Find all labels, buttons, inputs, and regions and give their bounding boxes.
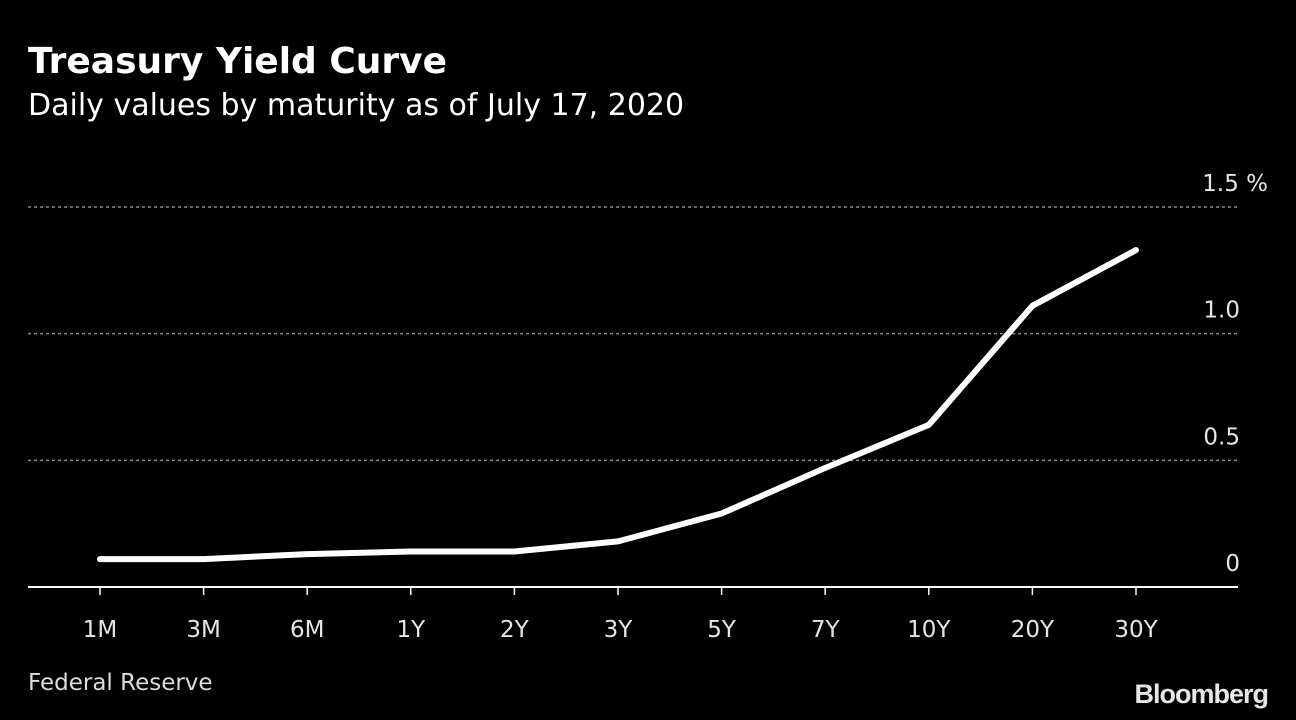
x-tick-labels: 1M 3M 6M 1Y 2Y 3Y 5Y 7Y 10Y 20Y 30Y	[83, 587, 1159, 643]
series-layer	[97, 247, 1139, 563]
x-tick-label: 3Y	[604, 617, 634, 643]
x-tick-label: 20Y	[1011, 617, 1055, 643]
y-tick-label: 1.5 %	[1202, 171, 1268, 197]
x-tick-label: 30Y	[1114, 617, 1158, 643]
y-tick-labels: 0 0.5 1.0 1.5 %	[1202, 171, 1268, 577]
x-tick-label: 10Y	[907, 617, 951, 643]
source-label: Federal Reserve	[28, 670, 213, 696]
y-tick-label: 0.5	[1203, 424, 1240, 450]
x-tick-label: 5Y	[707, 617, 737, 643]
x-tick-label: 7Y	[811, 617, 841, 643]
series-line	[97, 247, 1139, 563]
bloomberg-logo: Bloomberg	[1134, 679, 1269, 709]
chart-subtitle: Daily values by maturity as of July 17, …	[28, 88, 685, 123]
x-tick-label: 2Y	[500, 617, 530, 643]
x-tick-label: 1M	[83, 617, 117, 643]
chart-title: Treasury Yield Curve	[28, 41, 448, 82]
y-tick-label: 0	[1225, 551, 1240, 577]
x-tick-label: 1Y	[396, 617, 426, 643]
grid-lines	[28, 206, 1238, 462]
y-tick-label: 1.0	[1203, 298, 1240, 324]
x-tick-label: 3M	[186, 617, 220, 643]
x-tick-label: 6M	[290, 617, 324, 643]
